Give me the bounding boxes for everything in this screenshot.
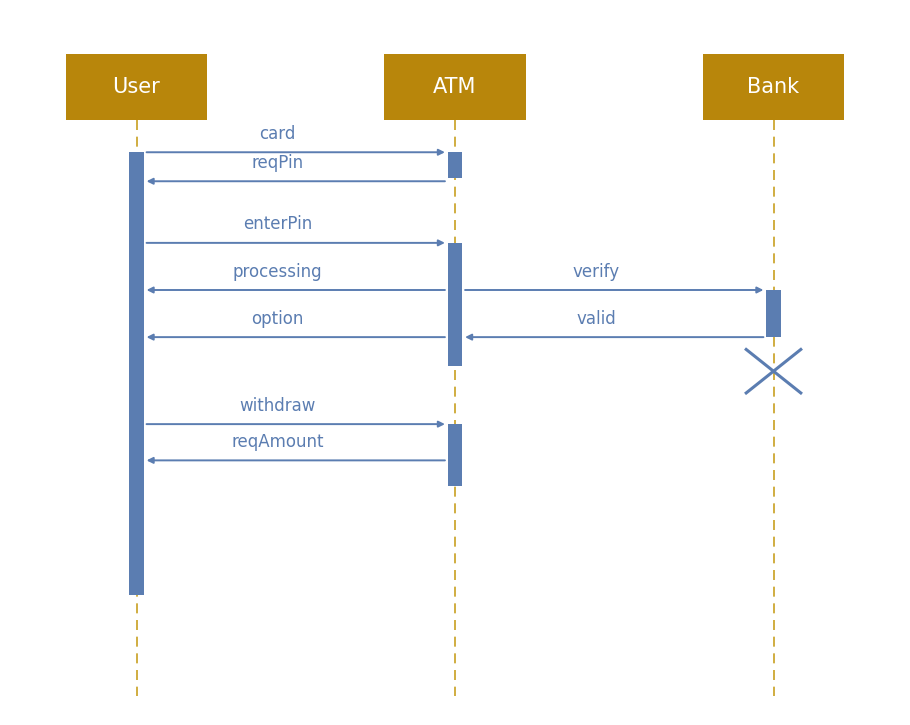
Text: reqPin: reqPin	[251, 154, 304, 172]
FancyBboxPatch shape	[384, 54, 526, 120]
Text: withdraw: withdraw	[239, 397, 316, 415]
Text: valid: valid	[576, 310, 616, 328]
FancyBboxPatch shape	[129, 152, 144, 594]
FancyBboxPatch shape	[766, 290, 781, 337]
FancyBboxPatch shape	[66, 54, 207, 120]
Text: Bank: Bank	[747, 77, 800, 97]
Text: reqAmount: reqAmount	[231, 433, 324, 451]
FancyBboxPatch shape	[448, 424, 462, 486]
Text: enterPin: enterPin	[243, 215, 312, 233]
FancyBboxPatch shape	[448, 243, 462, 366]
Text: option: option	[251, 310, 304, 328]
FancyBboxPatch shape	[448, 152, 462, 178]
Text: verify: verify	[572, 262, 620, 281]
FancyBboxPatch shape	[703, 54, 844, 120]
Text: User: User	[113, 77, 160, 97]
Text: card: card	[259, 125, 296, 143]
Text: ATM: ATM	[433, 77, 477, 97]
Text: processing: processing	[233, 262, 322, 281]
